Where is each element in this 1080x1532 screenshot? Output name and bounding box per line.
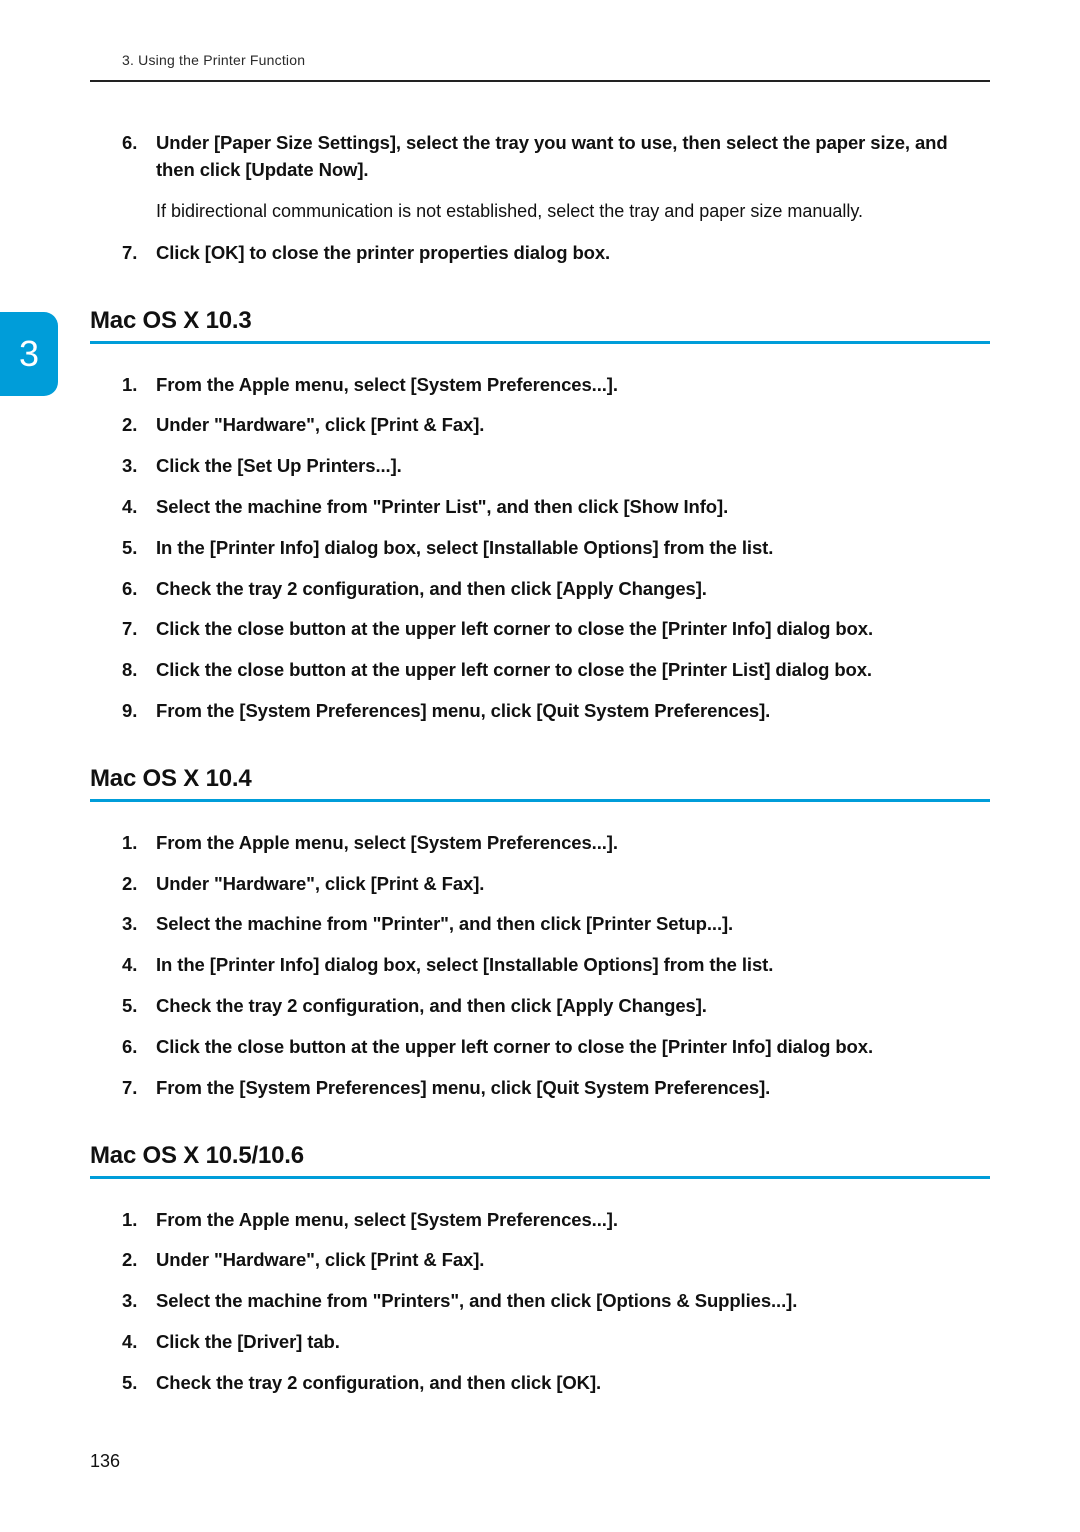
step-text: Under "Hardware", click [Print & Fax]. xyxy=(156,873,484,894)
step-number: 1. xyxy=(122,372,137,399)
step-item: 4. In the [Printer Info] dialog box, sele… xyxy=(122,952,990,979)
section-title: Mac OS X 10.5/10.6 xyxy=(90,1142,990,1170)
step-text: From the [System Preferences] menu, clic… xyxy=(156,1077,770,1098)
step-text: Under "Hardware", click [Print & Fax]. xyxy=(156,1249,484,1270)
step-number: 5. xyxy=(122,993,137,1020)
step-text: From the [System Preferences] menu, clic… xyxy=(156,700,770,721)
step-item: 4. Select the machine from "Printer List"… xyxy=(122,494,990,521)
step-item: 1. From the Apple menu, select [System Pr… xyxy=(122,1207,990,1234)
step-item: 6. Under [Paper Size Settings], select th… xyxy=(122,130,990,224)
step-text: Click the [Set Up Printers...]. xyxy=(156,455,402,476)
step-item: 7. Click the close button at the upper le… xyxy=(122,616,990,643)
section-steps-list: 1. From the Apple menu, select [System Pr… xyxy=(90,1207,990,1397)
section-rule xyxy=(90,341,990,344)
sections-container: Mac OS X 10.3 1. From the Apple menu, sele… xyxy=(90,307,990,1397)
step-number: 4. xyxy=(122,1329,137,1356)
top-rule xyxy=(90,80,990,82)
step-number: 1. xyxy=(122,1207,137,1234)
step-text: Select the machine from "Printers", and … xyxy=(156,1290,797,1311)
step-text: In the [Printer Info] dialog box, select… xyxy=(156,537,773,558)
step-item: 3. Select the machine from "Printer", and… xyxy=(122,911,990,938)
step-text: Check the tray 2 configuration, and then… xyxy=(156,995,707,1016)
step-text: Under "Hardware", click [Print & Fax]. xyxy=(156,414,484,435)
page-body: 3. Using the Printer Function 6. Under [P… xyxy=(0,0,1080,1520)
step-number: 2. xyxy=(122,1247,137,1274)
step-number: 3. xyxy=(122,911,137,938)
step-item: 3. Select the machine from "Printers", an… xyxy=(122,1288,990,1315)
step-number: 2. xyxy=(122,871,137,898)
step-item: 2. Under "Hardware", click [Print & Fax]. xyxy=(122,1247,990,1274)
step-number: 7. xyxy=(122,240,137,267)
step-item: 5. In the [Printer Info] dialog box, sele… xyxy=(122,535,990,562)
step-text: Check the tray 2 configuration, and then… xyxy=(156,1372,601,1393)
step-text: Under [Paper Size Settings], select the … xyxy=(156,132,948,180)
step-text: Click the close button at the upper left… xyxy=(156,659,872,680)
step-number: 1. xyxy=(122,830,137,857)
step-text: In the [Printer Info] dialog box, select… xyxy=(156,954,773,975)
step-number: 5. xyxy=(122,1370,137,1397)
step-number: 7. xyxy=(122,616,137,643)
step-text: Select the machine from "Printer", and t… xyxy=(156,913,733,934)
step-item: 2. Under "Hardware", click [Print & Fax]. xyxy=(122,412,990,439)
step-text: Check the tray 2 configuration, and then… xyxy=(156,578,707,599)
section-rule xyxy=(90,1176,990,1179)
step-number: 4. xyxy=(122,494,137,521)
step-number: 2. xyxy=(122,412,137,439)
step-item: 9. From the [System Preferences] menu, cl… xyxy=(122,698,990,725)
step-number: 6. xyxy=(122,576,137,603)
step-number: 3. xyxy=(122,1288,137,1315)
step-item: 1. From the Apple menu, select [System Pr… xyxy=(122,372,990,399)
step-number: 4. xyxy=(122,952,137,979)
running-head: 3. Using the Printer Function xyxy=(122,52,990,68)
section-title: Mac OS X 10.3 xyxy=(90,307,990,335)
step-item: 2. Under "Hardware", click [Print & Fax]. xyxy=(122,871,990,898)
step-item: 5. Check the tray 2 configuration, and th… xyxy=(122,1370,990,1397)
step-item: 5. Check the tray 2 configuration, and th… xyxy=(122,993,990,1020)
step-text: Click the [Driver] tab. xyxy=(156,1331,340,1352)
step-item: 1. From the Apple menu, select [System Pr… xyxy=(122,830,990,857)
step-number: 7. xyxy=(122,1075,137,1102)
step-number: 6. xyxy=(122,130,137,157)
step-item: 8. Click the close button at the upper le… xyxy=(122,657,990,684)
page-number: 136 xyxy=(90,1451,990,1472)
step-item: 7. Click [OK] to close the printer proper… xyxy=(122,240,990,267)
intro-steps-list: 6. Under [Paper Size Settings], select th… xyxy=(90,130,990,267)
step-item: 6. Click the close button at the upper le… xyxy=(122,1034,990,1061)
step-note: If bidirectional communication is not es… xyxy=(156,198,990,224)
section-steps-list: 1. From the Apple menu, select [System Pr… xyxy=(90,372,990,725)
step-text: Click [OK] to close the printer properti… xyxy=(156,242,610,263)
step-number: 3. xyxy=(122,453,137,480)
step-item: 3. Click the [Set Up Printers...]. xyxy=(122,453,990,480)
step-number: 5. xyxy=(122,535,137,562)
section-steps-list: 1. From the Apple menu, select [System Pr… xyxy=(90,830,990,1102)
step-text: From the Apple menu, select [System Pref… xyxy=(156,374,618,395)
step-text: Click the close button at the upper left… xyxy=(156,1036,873,1057)
step-text: From the Apple menu, select [System Pref… xyxy=(156,832,618,853)
step-item: 7. From the [System Preferences] menu, cl… xyxy=(122,1075,990,1102)
step-text: Select the machine from "Printer List", … xyxy=(156,496,728,517)
step-item: 6. Check the tray 2 configuration, and th… xyxy=(122,576,990,603)
section-title: Mac OS X 10.4 xyxy=(90,765,990,793)
step-number: 6. xyxy=(122,1034,137,1061)
step-text: From the Apple menu, select [System Pref… xyxy=(156,1209,618,1230)
step-item: 4. Click the [Driver] tab. xyxy=(122,1329,990,1356)
step-number: 9. xyxy=(122,698,137,725)
step-number: 8. xyxy=(122,657,137,684)
step-text: Click the close button at the upper left… xyxy=(156,618,873,639)
section-rule xyxy=(90,799,990,802)
